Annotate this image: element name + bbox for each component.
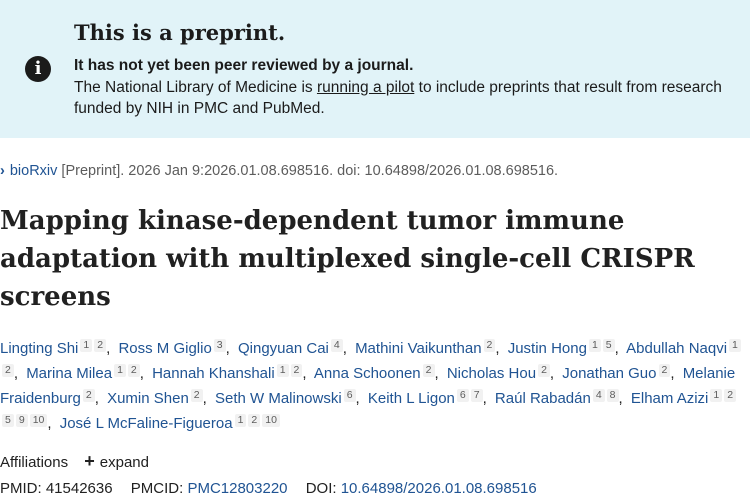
author-separator: , (13, 365, 19, 382)
author-link[interactable]: Hannah Khanshali (152, 365, 275, 382)
author-separator: , (106, 340, 111, 357)
author-link[interactable]: Mathini Vaikunthan (355, 340, 482, 357)
doi-label: DOI: (305, 480, 337, 497)
author-link[interactable]: Melanie Fraidenburg (0, 365, 736, 407)
author-link[interactable]: Raúl Rabadán (494, 390, 591, 407)
chevron-right-icon: › (0, 163, 5, 179)
affiliation-ref-badge[interactable]: 7 (470, 389, 483, 402)
identifiers-row: PMID: 41542636 PMCID: PMC12803220 DOI: 1… (0, 480, 537, 497)
preprint-notice-subtitle: It has not yet been peer reviewed by a j… (74, 57, 414, 74)
author-link[interactable]: Xumin Shen (107, 390, 189, 407)
author-link[interactable]: Nicholas Hou (446, 365, 537, 382)
author-link[interactable]: Ross M Giglio (118, 340, 212, 357)
preprint-notice-title: This is a preprint. (74, 20, 286, 45)
affiliation-ref-badge[interactable]: 2 (82, 389, 95, 402)
citation-details: [Preprint]. 2026 Jan 9:2026.01.08.698516… (57, 163, 559, 179)
pmid-label: PMID: (0, 480, 42, 497)
author-separator: , (47, 415, 52, 432)
affiliation-ref-badge[interactable]: 6 (343, 389, 356, 402)
doi-link[interactable]: 10.64898/2026.01.08.698516 (340, 480, 537, 497)
affiliation-ref-badge[interactable]: 2 (127, 364, 140, 377)
author-link[interactable]: Lingting Shi (0, 340, 79, 357)
author-separator: , (618, 390, 623, 407)
affiliation-ref-badge[interactable]: 2 (2, 364, 14, 377)
affiliations-label: Affiliations (0, 454, 69, 471)
affiliation-ref-badge[interactable]: 1 (729, 339, 741, 352)
affiliation-ref-badge[interactable]: 3 (213, 339, 226, 352)
running-a-pilot-link[interactable]: running a pilot (316, 79, 415, 96)
author-link[interactable]: Marina Milea (26, 365, 113, 382)
affiliation-ref-badge[interactable]: 5 (602, 339, 615, 352)
affiliation-ref-badge[interactable]: 9 (15, 414, 28, 427)
author-separator: , (549, 365, 555, 382)
affiliation-ref-badge[interactable]: 2 (483, 339, 496, 352)
affiliation-ref-badge[interactable]: 5 (2, 414, 14, 427)
author-link[interactable]: Keith L Ligon (367, 390, 455, 407)
affiliation-ref-badge[interactable]: 2 (290, 364, 303, 377)
info-icon: i (25, 56, 51, 82)
author-separator: , (670, 365, 675, 382)
author-link[interactable]: Anna Schoonen (313, 365, 421, 382)
affiliation-ref-badge[interactable]: 10 (29, 414, 48, 427)
author-separator: , (202, 390, 207, 407)
author-separator: , (94, 390, 99, 407)
author-separator: , (342, 340, 347, 357)
pmid-value: 41542636 (45, 480, 113, 497)
affiliation-ref-badge[interactable]: 2 (190, 389, 203, 402)
affiliation-ref-badge[interactable]: 2 (724, 389, 737, 402)
affiliation-ref-badge[interactable]: 2 (658, 364, 671, 377)
affiliation-ref-badge[interactable]: 1 (710, 389, 723, 402)
author-separator: , (482, 390, 487, 407)
article-title: Mapping kinase-dependent tumor immune ad… (0, 206, 695, 312)
author-link[interactable]: José L McFaline-Figueroa (59, 415, 233, 432)
affiliation-ref-badge[interactable]: 4 (330, 339, 343, 352)
affiliation-ref-badge[interactable]: 10 (262, 414, 280, 427)
pmcid-link[interactable]: PMC12803220 (187, 480, 288, 497)
affiliation-ref-badge[interactable]: 2 (538, 364, 550, 377)
author-link[interactable]: Abdullah Naqvi (626, 340, 728, 357)
journal-source-link[interactable]: bioRxiv (9, 163, 58, 179)
citation-line: › bioRxiv [Preprint]. 2026 Jan 9:2026.01.… (0, 163, 558, 179)
author-link[interactable]: Jonathan Guo (562, 365, 657, 382)
author-separator: , (225, 340, 230, 357)
author-separator: , (139, 365, 144, 382)
author-link[interactable]: Qingyuan Cai (237, 340, 329, 357)
author-separator: , (302, 365, 307, 382)
affiliation-ref-badge[interactable]: 1 (80, 339, 93, 352)
pmcid-label: PMCID: (130, 480, 184, 497)
preprint-notice-body: The National Library of Medicine is runn… (74, 79, 722, 117)
preprint-notice-banner: i This is a preprint. It has not yet bee… (0, 0, 750, 138)
affiliation-ref-badge[interactable]: 2 (422, 364, 435, 377)
affiliation-ref-badge[interactable]: 1 (276, 364, 289, 377)
affiliation-ref-badge[interactable]: 1 (114, 364, 126, 377)
author-link[interactable]: Elham Azizi (630, 390, 709, 407)
author-separator: , (614, 340, 619, 357)
affiliations-row: Affiliations + expand (0, 451, 149, 472)
author-link[interactable]: Justin Hong (507, 340, 587, 357)
affiliation-ref-badge[interactable]: 8 (606, 389, 619, 402)
author-link[interactable]: Seth W Malinowski (214, 390, 342, 407)
author-separator: , (355, 390, 360, 407)
affiliation-ref-badge[interactable]: 6 (456, 389, 469, 402)
affiliation-ref-badge[interactable]: 1 (234, 414, 247, 427)
author-list: Lingting Shi 1 2, Ross M Giglio 3, Qingyuan… (0, 336, 745, 436)
affiliation-ref-badge[interactable]: 2 (248, 414, 261, 427)
plus-icon: + (84, 451, 95, 471)
affiliation-ref-badge[interactable]: 4 (592, 389, 605, 402)
affiliations-expand-button[interactable]: + expand (84, 451, 149, 471)
affiliation-ref-badge[interactable]: 2 (94, 339, 107, 352)
affiliation-ref-badge[interactable]: 1 (588, 339, 601, 352)
author-separator: , (495, 340, 500, 357)
author-separator: , (434, 365, 439, 382)
